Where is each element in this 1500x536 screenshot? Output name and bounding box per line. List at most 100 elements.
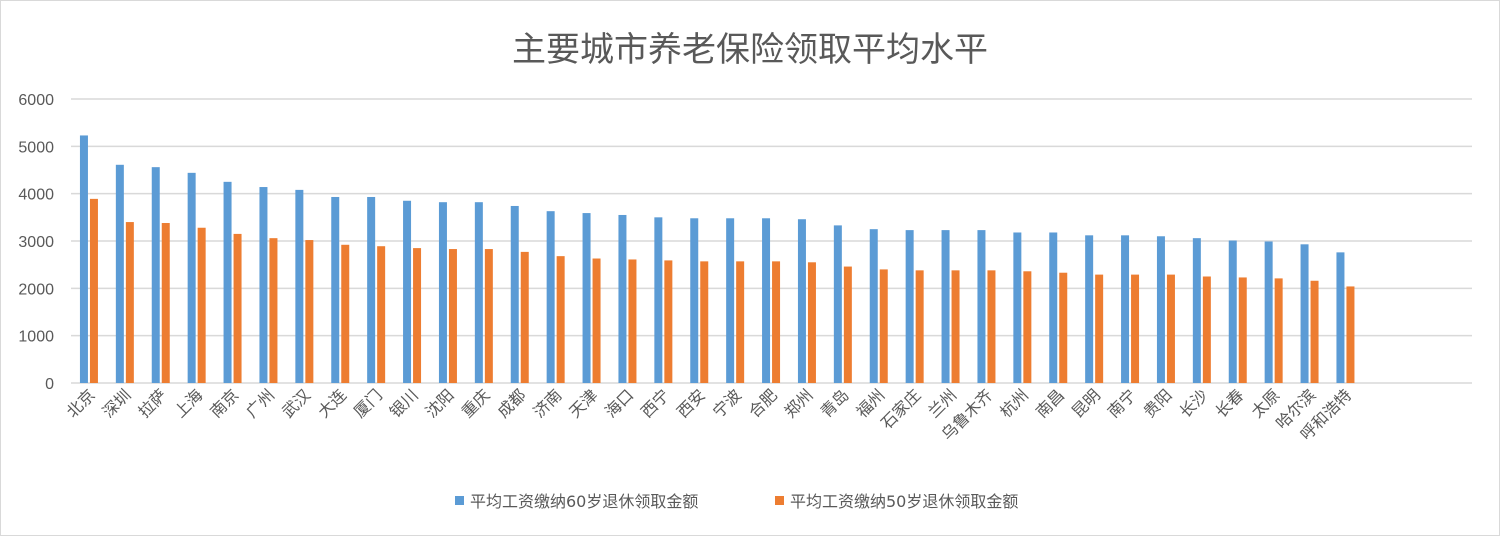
legend-swatch-60 [455,495,464,505]
x-tick-label: 昆明 [1068,385,1104,421]
bar-50 [592,258,601,383]
x-tick-label: 长春 [1212,385,1248,421]
bar-60 [438,202,447,383]
bar-60 [941,230,950,383]
x-tick-label: 贵阳 [1140,385,1176,421]
x-tick-label: 北京 [63,385,99,421]
bar-60 [1156,236,1165,383]
bar-50 [556,256,565,383]
bar-60 [1300,244,1309,383]
bar-60 [1085,235,1094,383]
bar-60 [1121,235,1130,383]
bar-50 [879,269,888,383]
x-tick-label: 成都 [494,385,530,421]
bar-50 [448,249,457,383]
x-tick-label: 大连 [314,385,350,421]
bar-60 [1228,240,1237,383]
bar-50 [951,270,960,383]
x-tick-label: 杭州 [996,385,1032,421]
y-tick-label: 3000 [18,234,54,251]
bar-50 [233,233,242,383]
bar-50 [1274,278,1283,383]
bar-50 [377,246,386,383]
bar-60 [367,196,376,383]
x-tick-label: 南宁 [1104,385,1140,421]
bar-50 [915,270,924,383]
bar-60 [582,213,591,383]
x-tick-label: 合肥 [745,385,781,421]
bar-50 [1310,280,1319,383]
bar-60 [833,225,842,383]
legend-item-60: 平均工资缴纳60岁退休领取金额 [455,488,698,512]
bar-50 [987,270,996,383]
x-tick-label: 广州 [242,385,278,421]
bar-60 [869,229,878,383]
x-tick-label: 重庆 [458,385,494,421]
y-tick-label: 2000 [18,281,54,298]
y-tick-label: 0 [45,376,54,393]
bar-60 [905,230,914,383]
x-tick-label: 南京 [206,385,242,421]
x-tick-label: 西宁 [637,385,673,421]
bar-50 [807,262,816,383]
bar-50 [1023,271,1032,383]
x-tick-label: 厦门 [350,385,386,421]
x-tick-label: 济南 [529,385,565,421]
bar-50 [305,240,314,383]
bar-50 [1131,274,1140,383]
bar-60 [510,205,519,383]
x-tick-label: 天津 [565,385,601,421]
bar-50 [341,244,350,383]
y-tick-label: 1000 [18,329,54,346]
x-tick-label: 武汉 [278,385,314,421]
x-tick-label: 宁波 [709,385,745,421]
bar-60 [403,200,412,383]
bar-60 [79,135,88,383]
bar-50 [1166,274,1175,383]
bar-60 [618,214,627,383]
bar-60 [187,172,196,383]
bar-60 [259,187,268,383]
x-tick-label: 西安 [673,385,709,421]
bar-50 [772,261,781,383]
bar-60 [546,211,555,383]
bar-60 [295,189,304,383]
bar-50 [700,261,709,383]
bar-50 [125,222,134,383]
bar-50 [197,227,206,383]
bar-60 [797,219,806,383]
x-tick-label: 石家庄 [877,385,924,432]
bar-50 [1059,272,1068,383]
x-tick-label: 深圳 [99,385,135,421]
bar-60 [474,202,483,383]
bar-50 [484,249,493,383]
legend-label-50: 平均工资缴纳50岁退休领取金额 [790,492,1019,511]
bar-60 [223,181,232,383]
bar-60 [1192,238,1201,383]
bar-60 [762,218,771,383]
bar-50 [736,261,745,383]
bar-60 [115,164,124,383]
x-tick-label: 沈阳 [422,385,458,421]
bar-50 [628,259,637,383]
bar-50 [1095,274,1104,383]
x-tick-label: 银川 [386,385,422,421]
bar-50 [89,198,98,383]
bar-60 [1013,232,1022,383]
legend-swatch-50 [775,495,784,505]
bar-60 [654,217,663,383]
x-tick-label: 青岛 [817,385,853,421]
bar-50 [1238,277,1247,383]
legend-item-50: 平均工资缴纳50岁退休领取金额 [775,488,1018,512]
bar-50 [520,251,529,383]
bar-60 [1264,241,1273,383]
y-tick-label: 6000 [18,92,54,109]
bar-60 [977,230,986,383]
x-tick-label: 上海 [170,385,206,421]
x-tick-label: 海口 [601,385,637,421]
bar-60 [726,218,735,383]
x-tick-label: 南昌 [1032,385,1068,421]
bar-50 [413,248,422,383]
bar-50 [1202,276,1211,383]
